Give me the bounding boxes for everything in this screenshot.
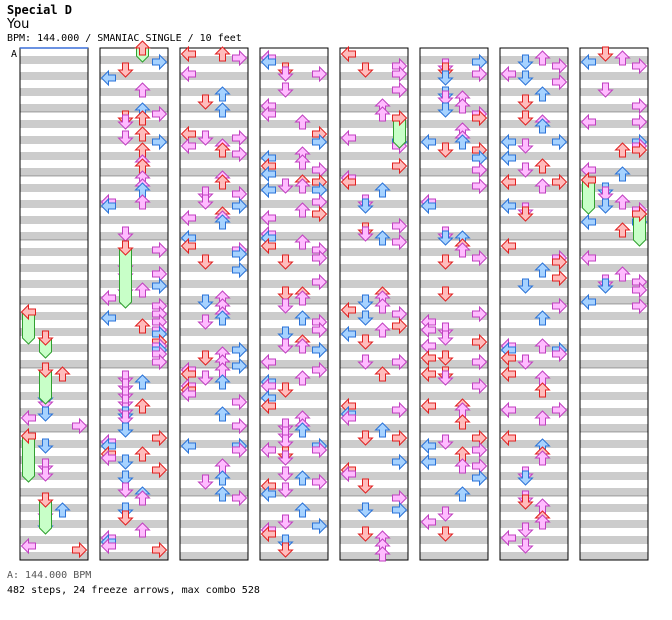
- freeze-arrow-right: [392, 110, 407, 149]
- measure-column-1: [19, 47, 89, 561]
- freeze-arrow-down: [38, 362, 53, 405]
- measure-columns: [19, 47, 649, 561]
- freeze-arrow-down: [38, 492, 53, 535]
- column-marker: A: [11, 49, 17, 60]
- measure-column-6: [419, 47, 489, 561]
- measure-column-2: [99, 47, 169, 561]
- arrow-layer: [21, 40, 647, 562]
- freeze-arrow-left: [581, 172, 596, 215]
- bpm-summary: A: 144.000 BPM: [7, 570, 92, 581]
- freeze-arrow-right: [632, 206, 647, 247]
- song-artist: You: [7, 17, 30, 32]
- song-title: Special D: [7, 3, 73, 17]
- chart-footer: A: 144.000 BPM 482 steps, 24 freeze arro…: [7, 568, 260, 598]
- chart-info-line: BPM: 144.000 / SMANIAC SINGLE / 10 feet: [7, 33, 242, 44]
- freeze-arrow-down: [38, 330, 53, 359]
- measure-column-3: [179, 47, 249, 561]
- measure-column-7: [499, 47, 569, 561]
- freeze-arrow-up: [135, 40, 150, 63]
- freeze-arrow-left: [21, 304, 36, 345]
- step-stats: 482 steps, 24 freeze arrows, max combo 5…: [7, 585, 260, 596]
- freeze-arrow-left: [21, 428, 36, 483]
- freeze-arrow-down: [118, 240, 133, 309]
- measure-column-5: [339, 47, 409, 561]
- song-header: Special D You BPM: 144.000 / SMANIAC SIN…: [7, 3, 242, 45]
